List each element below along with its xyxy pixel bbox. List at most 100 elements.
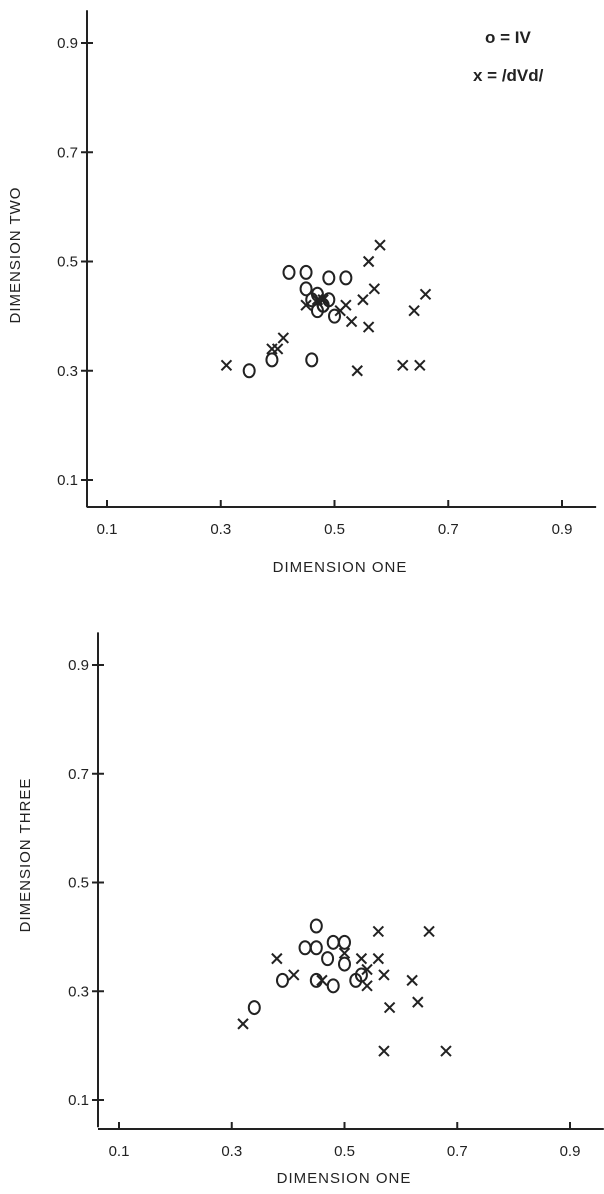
y-tick-label: 0.7 — [57, 144, 78, 161]
dvd-point-stroke — [374, 239, 386, 251]
dvd-point-stroke — [372, 925, 385, 938]
iv-point — [339, 270, 353, 286]
x-tick-label: 0.7 — [447, 1143, 468, 1160]
dvd-point-stroke — [271, 952, 283, 965]
dvd-point-stroke — [338, 947, 351, 959]
x-tick-label: 0.7 — [438, 521, 459, 538]
x-tick-label: 0.1 — [97, 521, 118, 538]
dvd-point — [414, 359, 426, 371]
dvd-point — [345, 315, 358, 328]
dvd-point-stroke — [288, 969, 300, 981]
dvd-point-stroke — [340, 299, 352, 311]
iv-point — [309, 972, 323, 988]
dvd-point — [351, 365, 363, 377]
iv-point — [247, 1000, 261, 1016]
dvd-point-stroke — [408, 304, 420, 317]
dvd-point-stroke — [300, 299, 312, 311]
dvd-point-stroke — [317, 294, 329, 306]
dvd-point-stroke — [397, 359, 409, 371]
dvd-point-stroke — [362, 321, 375, 333]
x-tick-label: 0.5 — [324, 521, 345, 538]
dvd-point — [440, 1045, 452, 1057]
dvd-point — [338, 947, 351, 959]
x-tick-label: 0.1 — [109, 1143, 130, 1160]
x-tick-label: 0.3 — [210, 521, 231, 538]
y-tick-label: 0.7 — [68, 766, 89, 783]
dvd-point — [357, 294, 369, 306]
iv-point — [242, 363, 256, 379]
dvd-point-stroke — [362, 255, 375, 268]
dvd-point — [374, 239, 386, 251]
dvd-point — [271, 952, 283, 965]
dvd-point — [316, 974, 328, 987]
legend-circle-label: o = IV — [485, 28, 531, 47]
dvd-point-stroke — [355, 952, 368, 965]
dvd-point-stroke — [383, 1001, 396, 1014]
dvd-point-stroke — [345, 315, 358, 328]
dvd-point — [220, 359, 233, 371]
iv-point — [338, 956, 351, 972]
y-tick-label: 0.5 — [68, 875, 89, 892]
dvd-point-stroke — [316, 974, 328, 987]
x-tick-label: 0.3 — [221, 1143, 242, 1160]
dvd-point — [406, 974, 418, 987]
dvd-point — [412, 996, 424, 1008]
dvd-point — [355, 952, 368, 965]
dvd-point-stroke — [361, 963, 373, 976]
dvd-point-stroke — [271, 343, 284, 355]
y-tick-label: 0.3 — [68, 983, 89, 1000]
chart-dimension-three-vs-one: DIMENSION ONE DIMENSION THREE 0.1 0.3 0.5 0… — [17, 632, 604, 1187]
chart-dimension-two-vs-one: DIMENSION ONE DIMENSION TWO 0.1 0.3 0.5 0.7… — [7, 10, 597, 576]
dvd-point — [372, 952, 385, 965]
dvd-point-stroke — [368, 283, 381, 295]
x-tick-label: 0.9 — [560, 1143, 581, 1160]
dvd-point — [397, 359, 409, 371]
dvd-point-stroke — [237, 1018, 249, 1030]
x-tick-label: 0.9 — [552, 521, 573, 538]
dvd-point — [378, 969, 390, 981]
iv-point — [275, 972, 289, 988]
dvd-point-stroke — [372, 952, 385, 965]
dvd-point — [288, 969, 300, 981]
iv-point — [326, 978, 340, 994]
y-tick-label: 0.9 — [68, 657, 89, 674]
dvd-point — [408, 304, 420, 317]
y-tick-label: 0.9 — [57, 35, 78, 52]
iv-point — [321, 951, 335, 967]
dvd-point — [383, 1001, 396, 1014]
dvd-point — [271, 343, 284, 355]
dvd-point — [419, 288, 432, 300]
y-tick-label: 0.3 — [57, 363, 78, 380]
dvd-point-stroke — [412, 996, 424, 1008]
dvd-point-stroke — [419, 288, 432, 300]
dvd-point-stroke — [414, 359, 426, 371]
dvd-point — [362, 255, 375, 268]
dvd-point-stroke — [351, 365, 363, 377]
iv-point — [309, 918, 323, 934]
iv-point — [282, 264, 296, 280]
dvd-point — [237, 1018, 249, 1030]
dvd-point-stroke — [406, 974, 418, 987]
x-axis-title: DIMENSION ONE — [273, 559, 408, 576]
dvd-point — [423, 925, 435, 938]
dvd-point — [361, 963, 373, 976]
iv-point — [298, 940, 312, 956]
iv-point — [265, 352, 279, 368]
dvd-point — [361, 980, 373, 992]
dvd-point — [372, 925, 385, 938]
y-tick-label: 0.5 — [57, 254, 78, 271]
x-axis-title: DIMENSION ONE — [277, 1170, 412, 1187]
iv-point — [305, 352, 319, 368]
dvd-point-stroke — [220, 359, 233, 371]
dvd-point-stroke — [361, 980, 373, 992]
dvd-point-stroke — [378, 1045, 390, 1057]
dvd-point — [378, 1045, 390, 1057]
dvd-point — [300, 299, 312, 311]
dvd-point-stroke — [378, 969, 390, 981]
iv-point — [338, 934, 351, 950]
y-axis-title: DIMENSION THREE — [17, 778, 34, 933]
iv-point — [299, 281, 313, 297]
dvd-point — [317, 294, 329, 306]
iv-point — [354, 967, 368, 983]
